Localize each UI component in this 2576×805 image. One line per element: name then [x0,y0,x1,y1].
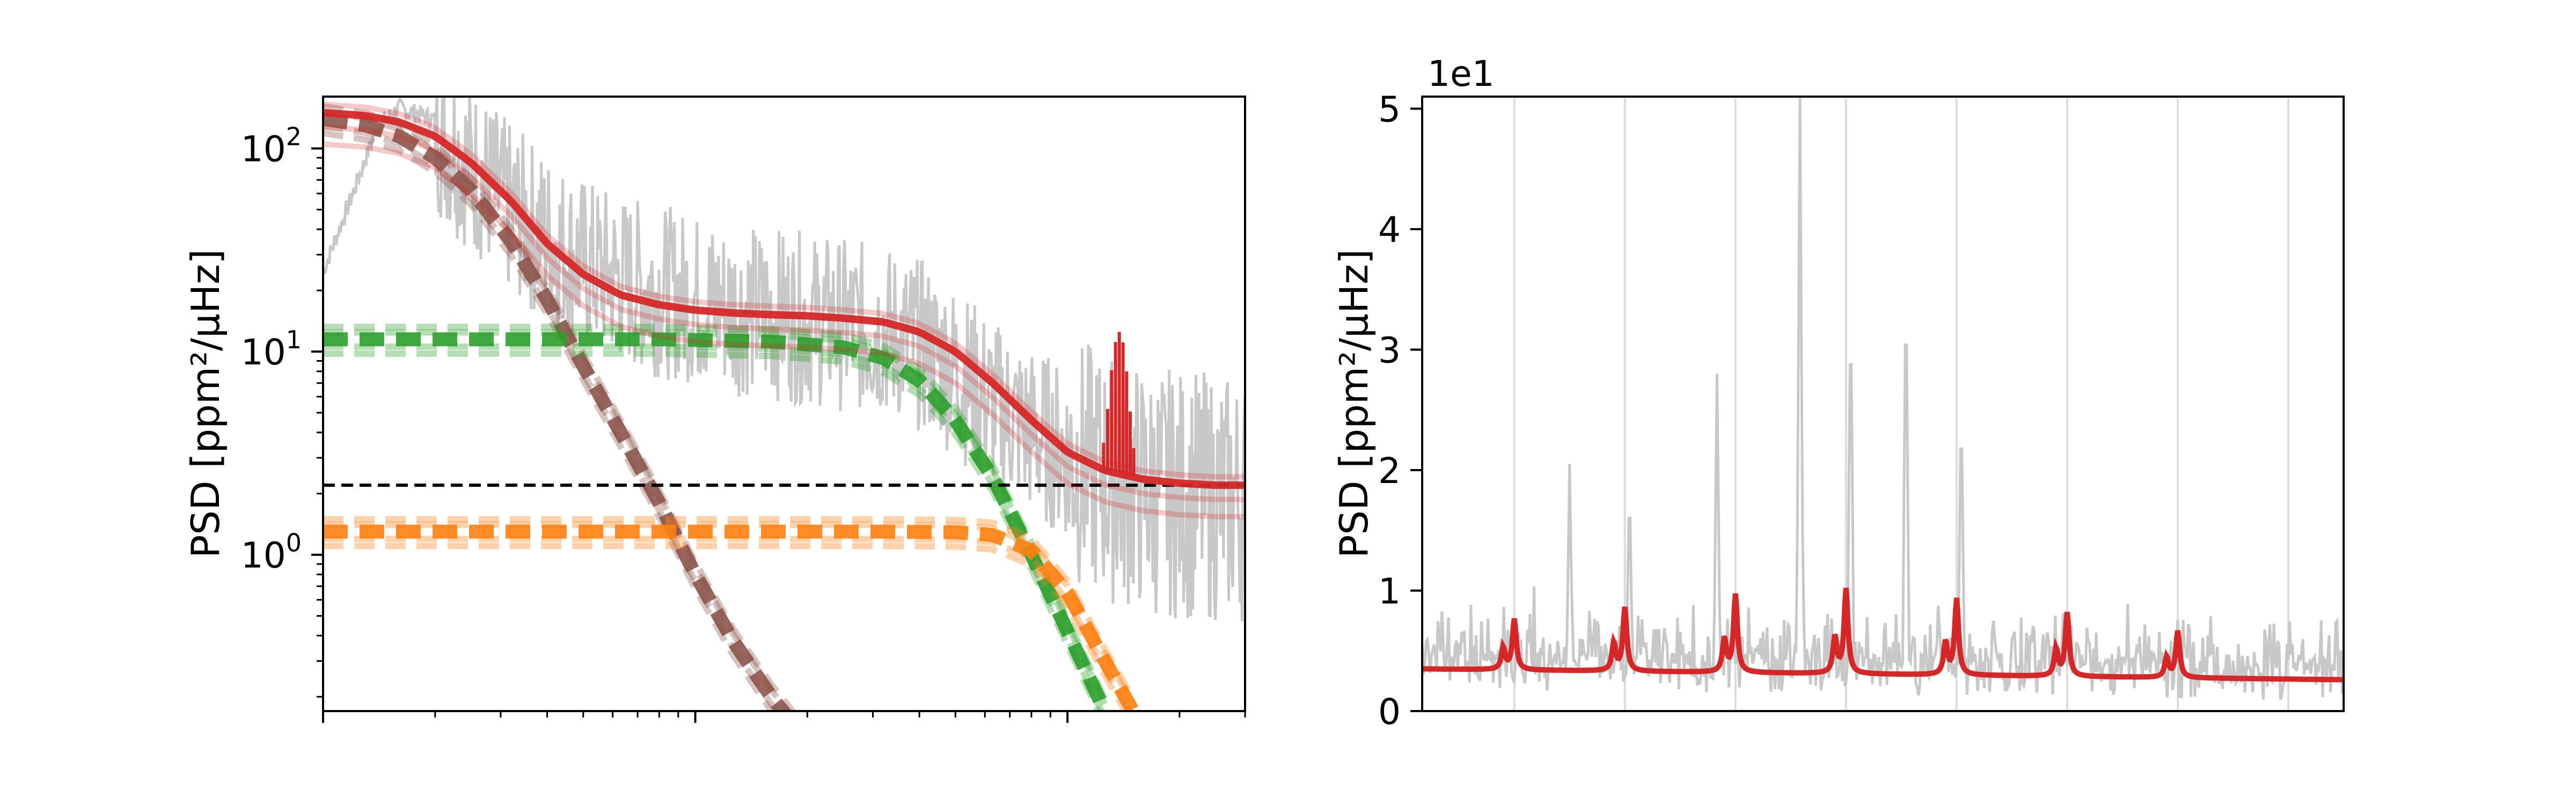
left-y-ticks: 102 101 100 [241,122,323,698]
right-y-tick-label: 3 [1378,330,1401,371]
right-y-tick-label: 1 [1378,570,1401,612]
granulation_low-sample-line [323,103,797,711]
right-y-tick-label: 0 [1378,691,1401,733]
total-model-sample-line [323,101,1245,480]
observed-spectrum-line [323,97,1245,621]
granulation_low-line [323,112,792,711]
total-model-sample-line [323,141,1245,519]
granulation_high-sample-line [323,536,1133,711]
left-y-axis-label: PSD [ppm²/μHz] [183,249,228,558]
right-y-tick-label: 4 [1378,209,1401,251]
granulation_high-sample-line [323,516,1136,700]
right-offset-label: 1e1 [1428,53,1495,94]
right-y-tick-label: 2 [1378,450,1401,492]
left-panel: 102 101 100 PSD [ppm²/μHz] [183,96,1246,723]
left-y-tick-label: 101 [241,325,302,373]
granulation_mid-sample-line [323,350,1102,711]
granulation_mid-line [323,332,1111,711]
total-model-sample-line [323,124,1245,502]
right-y-tick-label: 5 [1378,89,1401,130]
granulation_low-sample-line [323,108,793,711]
left-plot-area [323,97,1245,711]
granulation_low-sample-line [323,130,775,711]
granulation_mid-sample-line [323,324,1108,700]
left-y-tick-label: 102 [241,122,302,170]
granulation_high-sample-line [323,543,1129,711]
right-panel: 0 1 2 3 4 5 1e1 PSD [ppm²/μHz] [1331,53,2345,733]
granulation_high-line [323,524,1139,711]
right-axes-frame [1421,96,2345,712]
right-y-ticks: 0 1 2 3 4 5 [1378,89,1422,733]
right-y-axis-label: PSD [ppm²/μHz] [1331,249,1377,558]
right-plot-area [1422,97,2344,711]
total-model-line [323,109,1245,489]
left-axes-frame [322,96,1246,712]
left-x-ticks [322,711,1246,723]
model-fit-line [1422,588,2344,683]
granulation_low-sample-line [323,123,781,711]
left-y-tick-label: 100 [241,529,302,576]
observed-spectrum-line [1422,97,2344,700]
